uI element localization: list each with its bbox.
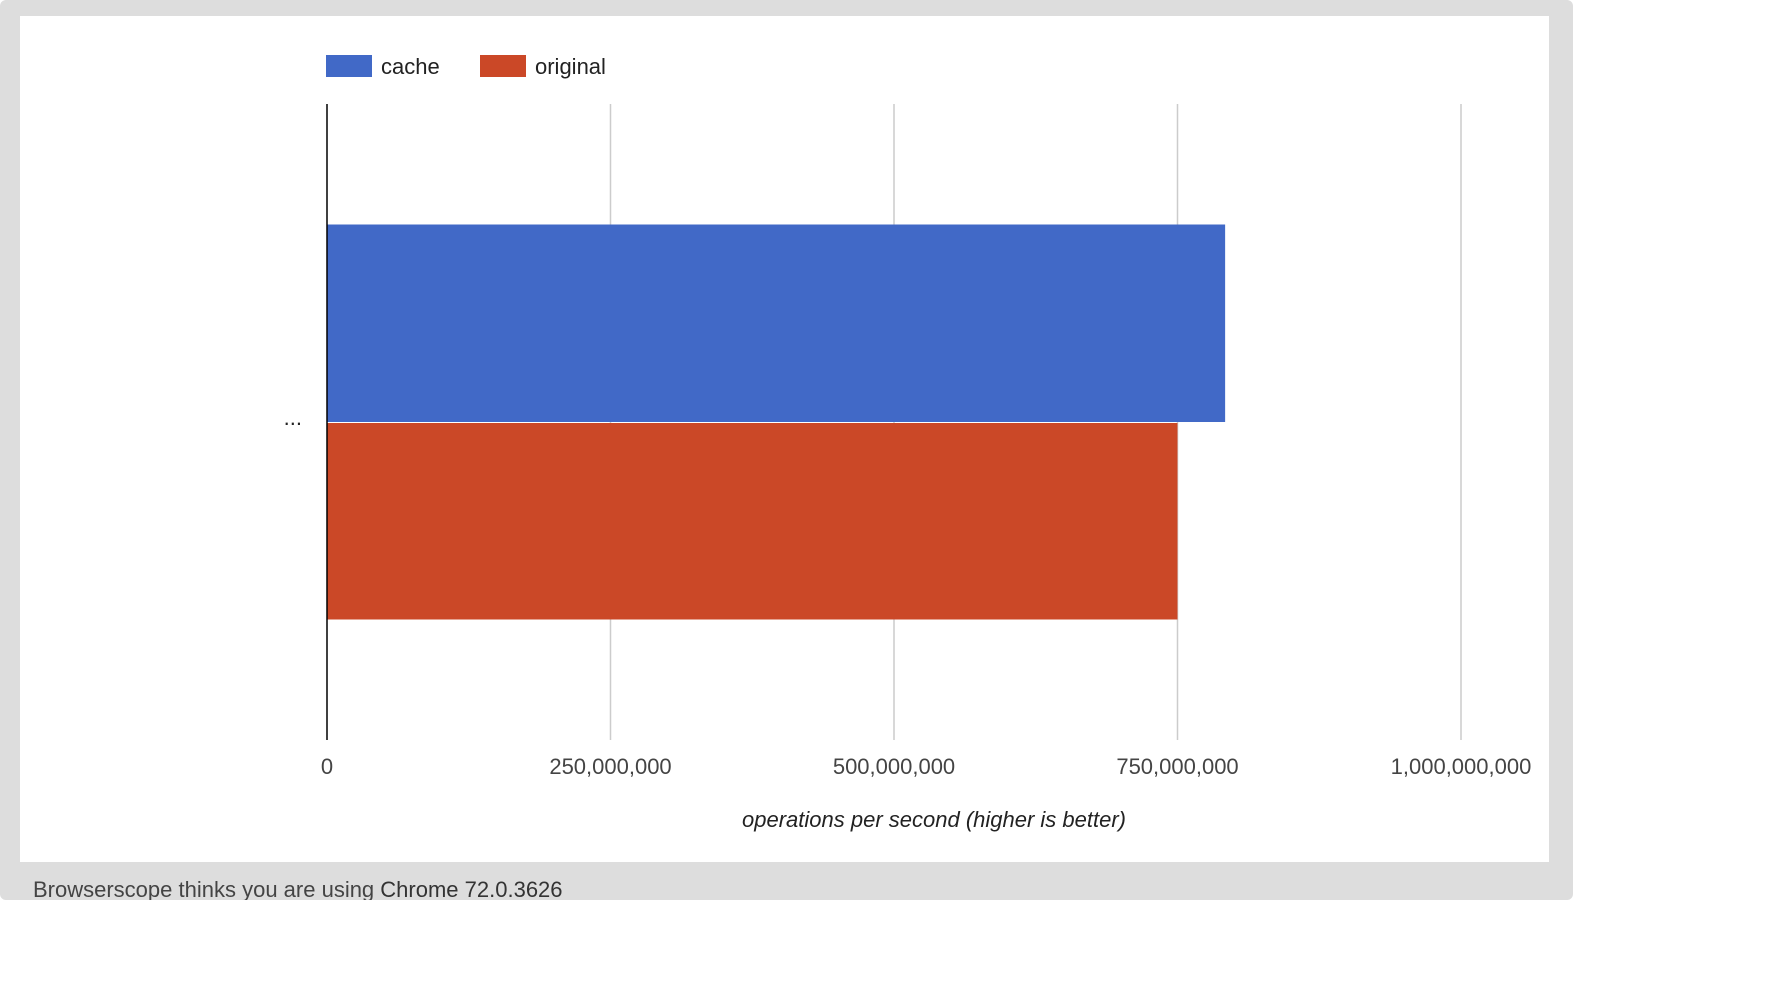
- browser-info-prefix: Browserscope thinks you are using: [33, 877, 381, 900]
- y-category-label: ...: [284, 405, 302, 430]
- legend-label-original: original: [535, 54, 606, 79]
- legend-swatch-cache: [326, 55, 372, 77]
- chart-panel: 0 250,000,000 500,000,000 750,000,000 1,000,…: [0, 0, 1573, 900]
- chart-container: 0 250,000,000 500,000,000 750,000,000 1,000,…: [20, 16, 1549, 862]
- browser-info: Browserscope thinks you are using Chrome…: [33, 877, 563, 900]
- bar-original[interactable]: [327, 423, 1178, 620]
- legend-label-cache: cache: [381, 54, 440, 79]
- bar-cache[interactable]: [327, 224, 1226, 423]
- browser-name: Chrome 72.0.3626: [380, 877, 563, 900]
- bar-chart: 0 250,000,000 500,000,000 750,000,000 1,000,…: [284, 54, 1532, 832]
- x-tick-label: 1,000,000,000: [1391, 754, 1532, 779]
- x-tick-label: 500,000,000: [833, 754, 955, 779]
- legend-swatch-original: [480, 55, 526, 77]
- x-axis-label: operations per second (higher is better): [742, 807, 1126, 832]
- x-tick-label: 0: [321, 754, 333, 779]
- x-tick-label: 250,000,000: [549, 754, 671, 779]
- x-tick-label: 750,000,000: [1116, 754, 1238, 779]
